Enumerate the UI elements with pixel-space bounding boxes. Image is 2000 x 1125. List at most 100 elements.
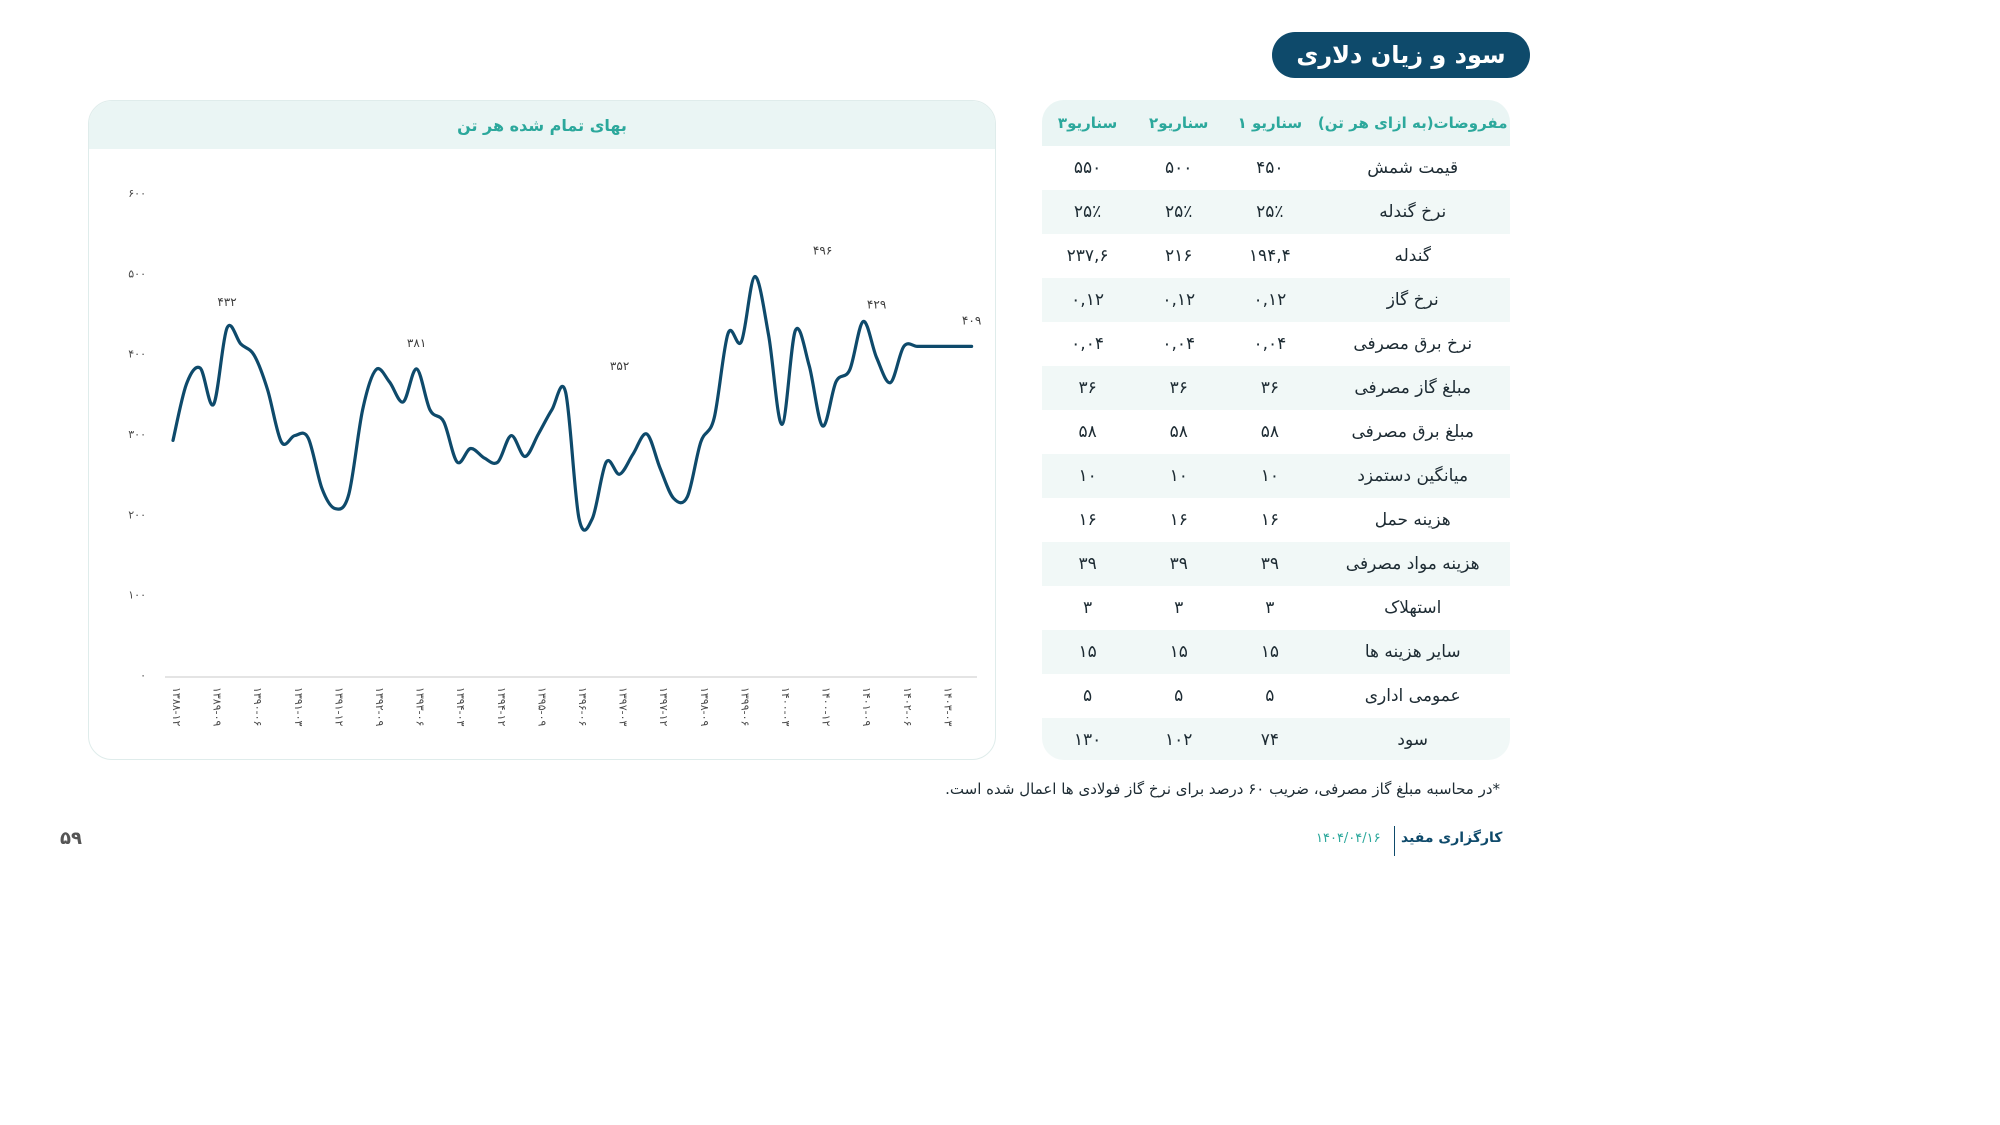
row-label: مبلغ برق مصرفی xyxy=(1351,422,1474,442)
page-number: ۵۹ xyxy=(60,828,82,849)
y-tick-label: ۱۰۰ xyxy=(128,589,146,602)
row-label: نرخ برق مصرفی xyxy=(1353,334,1473,354)
scenario-2-value: ۳۶ xyxy=(1133,366,1225,410)
scenario-3-value: ۱۳۰ xyxy=(1042,718,1134,760)
scenario-2-value: ۳ xyxy=(1174,598,1184,618)
header-scenario-2: سناریو۲ xyxy=(1133,100,1225,146)
page-title: سود و زیان دلاری xyxy=(1272,32,1530,78)
scenario-1-value: ۲۵٪ xyxy=(1224,190,1316,234)
scenario-3-value: ۵۸ xyxy=(1078,422,1097,442)
x-tick-label: ۱۳۸۸-۱۲ xyxy=(170,687,183,727)
row-label: عمومی اداری xyxy=(1364,686,1461,706)
scenario-3-value: ۳۹ xyxy=(1042,542,1134,586)
scenario-2-value: ۰,۱۲ xyxy=(1133,278,1225,322)
header-scenario-1: سناریو ۱ xyxy=(1224,100,1316,146)
row-label: سود xyxy=(1315,718,1510,760)
x-tick-label: ۱۳۹۶-۰۶ xyxy=(576,687,589,726)
scenario-3-value: ۱۵ xyxy=(1042,630,1134,674)
brand-name: کارگزاری مفید xyxy=(1401,830,1503,846)
cost-per-ton-chart: ۰ ۱۰۰ ۲۰۰ ۳۰۰ ۴۰۰ ۵۰۰ ۶۰۰ ۱۳۸۸-۱۲ ۱۳۸۹-۰۹ ۱۳۹۰-۰۶… xyxy=(128,187,981,727)
scenario-3-value: ۲۵٪ xyxy=(1042,190,1134,234)
scenario-1-value: ۳ xyxy=(1265,598,1275,618)
scenario-2-value: ۲۱۶ xyxy=(1165,246,1193,266)
scenario-1-value: ۱۰ xyxy=(1224,454,1316,498)
table-row: نرخ گندله ۲۵٪ ۲۵٪ ۲۵٪ xyxy=(1042,190,1510,234)
x-tick-label: ۱۳۹۰-۰۶ xyxy=(251,687,264,726)
scenario-2-value: ۵۸ xyxy=(1169,422,1188,442)
table-row: هزینه حمل ۱۶ ۱۶ ۱۶ xyxy=(1042,498,1510,542)
table-row: میانگین دستمزد ۱۰ ۱۰ ۱۰ xyxy=(1042,454,1510,498)
scenario-3-value: ۲۳۷,۶ xyxy=(1066,246,1109,266)
table-row: نرخ برق مصرفی ۰,۰۴ ۰,۰۴ ۰,۰۴ xyxy=(1042,322,1510,366)
row-label: قیمت شمش xyxy=(1367,158,1459,178)
table-row: مبلغ گاز مصرفی ۳۶ ۳۶ ۳۶ xyxy=(1042,366,1510,410)
x-tick-label: ۱۴۰۱-۰۹ xyxy=(860,687,873,727)
scenario-1-value: ۱۹۴,۴ xyxy=(1248,246,1291,266)
row-label: میانگین دستمزد xyxy=(1315,454,1510,498)
table-header-row: مفروضات(به ازای هر تن) سناریو ۱ سناریو۲ … xyxy=(1042,100,1510,146)
row-label: نرخ گندله xyxy=(1315,190,1510,234)
header-scenario-3: سناریو۳ xyxy=(1042,100,1134,146)
table-row: مبلغ برق مصرفی ۵۸ ۵۸ ۵۸ xyxy=(1042,410,1510,454)
scenario-1-value: ۱۶ xyxy=(1260,510,1279,530)
row-label: سایر هزینه ها xyxy=(1315,630,1510,674)
x-tick-label: ۱۳۹۷-۰۳ xyxy=(617,687,630,727)
scenario-1-value: ۳۶ xyxy=(1224,366,1316,410)
header-assumptions: مفروضات(به ازای هر تن) xyxy=(1315,100,1510,146)
scenario-1-value: ۰,۱۲ xyxy=(1224,278,1316,322)
scenario-3-value: ۱۶ xyxy=(1078,510,1097,530)
x-tick-label: ۱۳۸۹-۰۹ xyxy=(211,687,224,727)
x-tick-label: ۱۴۰۰-۰۳ xyxy=(779,687,792,727)
scenario-2-value: ۱۰۲ xyxy=(1133,718,1225,760)
scenario-1-value: ۴۵۰ xyxy=(1256,158,1284,178)
scenario-3-value: ۵ xyxy=(1083,686,1093,706)
row-label: هزینه حمل xyxy=(1374,510,1451,530)
data-label: ۴۲۹ xyxy=(867,297,886,311)
table-row: سود ۷۴ ۱۰۲ ۱۳۰ xyxy=(1042,718,1510,760)
table-row: استهلاک ۳ ۳ ۳ xyxy=(1042,586,1510,630)
table-row: هزینه مواد مصرفی ۳۹ ۳۹ ۳۹ xyxy=(1042,542,1510,586)
assumptions-table-card: مفروضات(به ازای هر تن) سناریو ۱ سناریو۲ … xyxy=(1042,100,1510,760)
x-tick-label: ۱۴۰۲-۰۶ xyxy=(901,687,914,726)
y-tick-label: ۵۰۰ xyxy=(128,267,146,280)
x-tick-label: ۱۳۹۷-۱۲ xyxy=(657,687,670,727)
scenario-1-value: ۵۸ xyxy=(1260,422,1279,442)
x-tick-label: ۱۳۹۱-۰۳ xyxy=(292,687,305,727)
y-tick-label: ۶۰۰ xyxy=(128,187,146,200)
footer-divider xyxy=(1394,826,1395,856)
x-tick-label: ۱۳۹۹-۰۶ xyxy=(738,687,751,726)
scenario-3-value: ۰,۰۴ xyxy=(1071,334,1104,354)
chart-card: بهای تمام شده هر تن ۰ ۱۰۰ ۲۰۰ ۳۰۰ ۴۰۰ ۵۰۰ ۶۰۰ ۱… xyxy=(88,100,996,760)
x-tick-label: ۱۳۹۵-۰۹ xyxy=(535,687,548,727)
y-tick-label: ۴۰۰ xyxy=(128,348,146,361)
scenario-1-value: ۵ xyxy=(1265,686,1275,706)
y-tick-label: ۰ xyxy=(140,669,146,682)
row-label: نرخ گاز xyxy=(1315,278,1510,322)
scenario-1-value: ۷۴ xyxy=(1224,718,1316,760)
row-label: استهلاک xyxy=(1384,598,1442,618)
series-line xyxy=(171,274,974,532)
x-tick-label: ۱۴۰۰-۱۲ xyxy=(820,687,833,727)
scenario-3-value: ۳ xyxy=(1083,598,1093,618)
row-label: هزینه مواد مصرفی xyxy=(1315,542,1510,586)
scenario-2-value: ۱۰ xyxy=(1133,454,1225,498)
assumptions-table: مفروضات(به ازای هر تن) سناریو ۱ سناریو۲ … xyxy=(1042,100,1510,760)
scenario-2-value: ۵۰۰ xyxy=(1165,158,1193,178)
data-label: ۴۹۶ xyxy=(813,244,832,258)
x-tick-label: ۱۳۹۳-۰۶ xyxy=(414,687,427,726)
x-tick-label: ۱۳۹۸-۰۹ xyxy=(698,687,711,727)
scenario-2-value: ۰,۰۴ xyxy=(1162,334,1196,354)
data-label: ۴۳۲ xyxy=(217,295,236,309)
scenario-3-value: ۳۶ xyxy=(1042,366,1134,410)
scenario-3-value: ۰,۱۲ xyxy=(1042,278,1134,322)
scenario-1-value: ۰,۰۴ xyxy=(1253,334,1287,354)
scenario-3-value: ۵۵۰ xyxy=(1073,158,1102,178)
scenario-3-value: ۱۰ xyxy=(1042,454,1134,498)
chart-title: بهای تمام شده هر تن xyxy=(89,101,995,149)
scenario-2-value: ۵ xyxy=(1174,686,1184,706)
x-tick-label: ۱۳۹۲-۰۹ xyxy=(373,687,386,727)
table-row: عمومی اداری ۵ ۵ ۵ xyxy=(1042,674,1510,718)
footnote: *در محاسبه مبلغ گاز مصرفی، ضریب ۶۰ درصد … xyxy=(945,780,1500,798)
footer-date: ۱۴۰۴/۰۴/۱۶ xyxy=(1316,831,1381,846)
row-label: گندله xyxy=(1394,246,1431,266)
